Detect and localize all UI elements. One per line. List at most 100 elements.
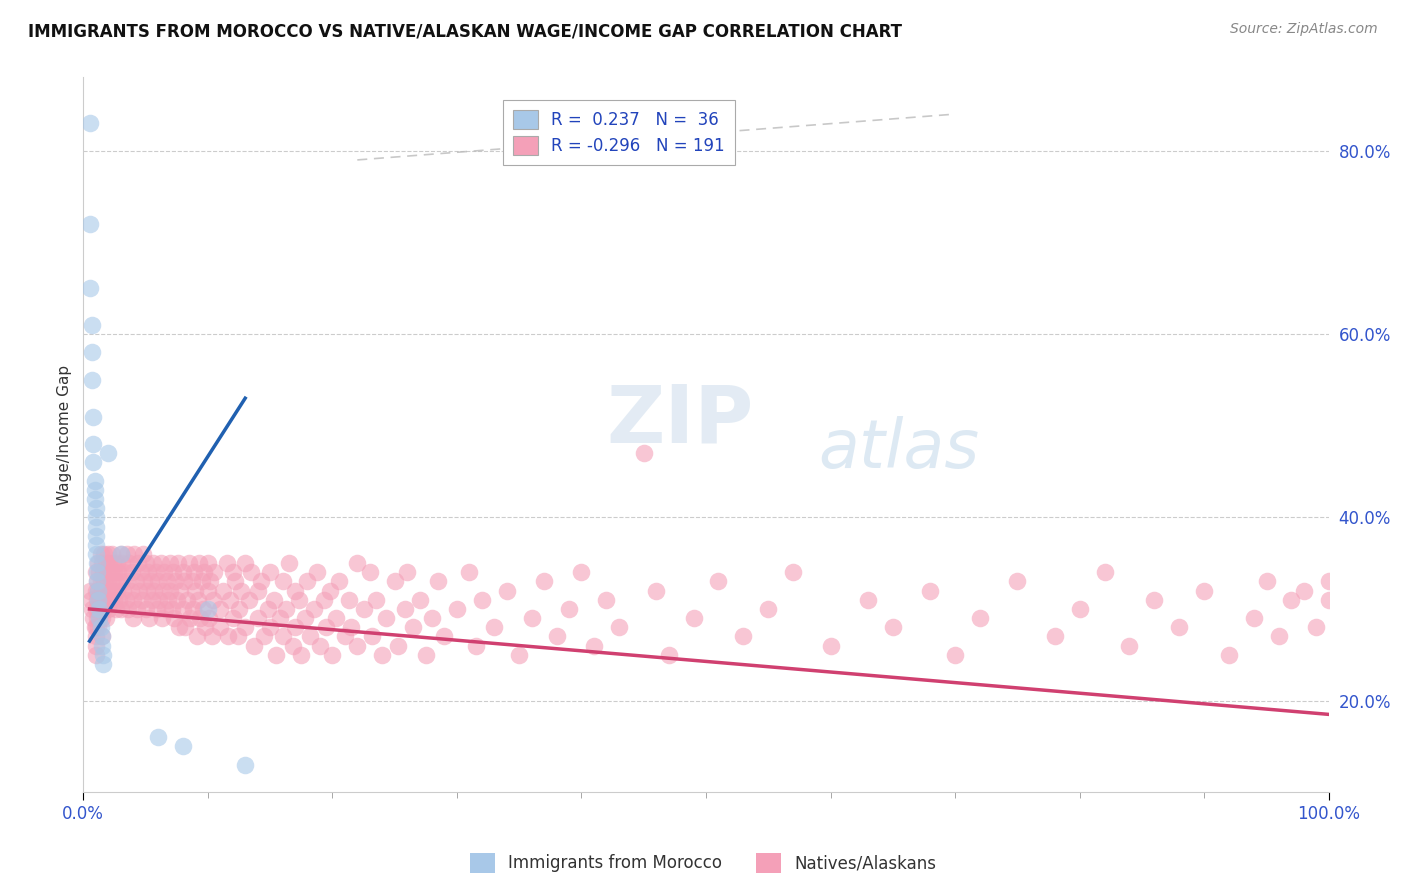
- Point: [200, 574, 222, 589]
- Point: [108, 592, 131, 607]
- Point: [163, 611, 186, 625]
- Point: [89, 592, 111, 607]
- Point: [415, 648, 437, 662]
- Point: [90, 620, 112, 634]
- Point: [202, 566, 225, 580]
- Point: [250, 574, 273, 589]
- Point: [259, 620, 281, 634]
- Point: [633, 446, 655, 460]
- Point: [152, 583, 174, 598]
- Point: [387, 639, 409, 653]
- Point: [97, 547, 120, 561]
- Point: [128, 583, 150, 598]
- Point: [114, 592, 136, 607]
- Point: [433, 630, 456, 644]
- Point: [969, 611, 991, 625]
- Point: [222, 611, 245, 625]
- Point: [190, 611, 212, 625]
- Point: [174, 620, 197, 634]
- Point: [132, 547, 155, 561]
- Point: [87, 602, 110, 616]
- Point: [187, 592, 209, 607]
- Point: [80, 318, 103, 332]
- Point: [135, 583, 157, 598]
- Point: [582, 639, 605, 653]
- Point: [1118, 639, 1140, 653]
- Point: [124, 547, 146, 561]
- Point: [167, 556, 190, 570]
- Point: [86, 592, 108, 607]
- Point: [143, 583, 166, 598]
- Point: [122, 592, 145, 607]
- Point: [658, 648, 681, 662]
- Point: [287, 592, 309, 607]
- Point: [94, 611, 117, 625]
- Point: [89, 611, 111, 625]
- Point: [943, 648, 966, 662]
- Point: [333, 630, 356, 644]
- Point: [353, 602, 375, 616]
- Point: [100, 592, 122, 607]
- Point: [110, 547, 132, 561]
- Point: [271, 574, 294, 589]
- Point: [110, 602, 132, 616]
- Point: [200, 630, 222, 644]
- Point: [84, 529, 107, 543]
- Point: [312, 592, 335, 607]
- Point: [89, 602, 111, 616]
- Point: [1281, 592, 1303, 607]
- Point: [87, 583, 110, 598]
- Point: [105, 556, 128, 570]
- Point: [91, 630, 114, 644]
- Point: [131, 592, 153, 607]
- Point: [297, 574, 319, 589]
- Point: [1192, 583, 1215, 598]
- Point: [110, 547, 132, 561]
- Point: [91, 556, 114, 570]
- Point: [150, 611, 173, 625]
- Point: [83, 474, 105, 488]
- Point: [80, 602, 103, 616]
- Point: [1168, 620, 1191, 634]
- Point: [276, 602, 298, 616]
- Point: [115, 574, 138, 589]
- Point: [83, 483, 105, 497]
- Point: [173, 574, 195, 589]
- Point: [446, 602, 468, 616]
- Point: [101, 583, 124, 598]
- Point: [396, 566, 419, 580]
- Point: [733, 630, 755, 644]
- Point: [201, 592, 224, 607]
- Point: [145, 566, 167, 580]
- Point: [1292, 583, 1315, 598]
- Point: [458, 566, 481, 580]
- Point: [166, 592, 188, 607]
- Point: [156, 592, 179, 607]
- Point: [103, 592, 125, 607]
- Point: [1268, 630, 1291, 644]
- Point: [1317, 592, 1340, 607]
- Point: [84, 566, 107, 580]
- Point: [134, 574, 156, 589]
- Point: [607, 620, 630, 634]
- Point: [79, 217, 101, 231]
- Point: [558, 602, 581, 616]
- Point: [756, 602, 779, 616]
- Point: [1243, 611, 1265, 625]
- Point: [101, 547, 124, 561]
- Point: [110, 574, 132, 589]
- Point: [1094, 566, 1116, 580]
- Point: [146, 574, 169, 589]
- Point: [91, 566, 114, 580]
- Point: [86, 556, 108, 570]
- Point: [141, 592, 163, 607]
- Point: [240, 566, 263, 580]
- Point: [172, 566, 194, 580]
- Point: [100, 566, 122, 580]
- Point: [84, 510, 107, 524]
- Point: [105, 583, 128, 598]
- Point: [325, 611, 347, 625]
- Point: [135, 602, 157, 616]
- Point: [253, 630, 276, 644]
- Point: [96, 592, 118, 607]
